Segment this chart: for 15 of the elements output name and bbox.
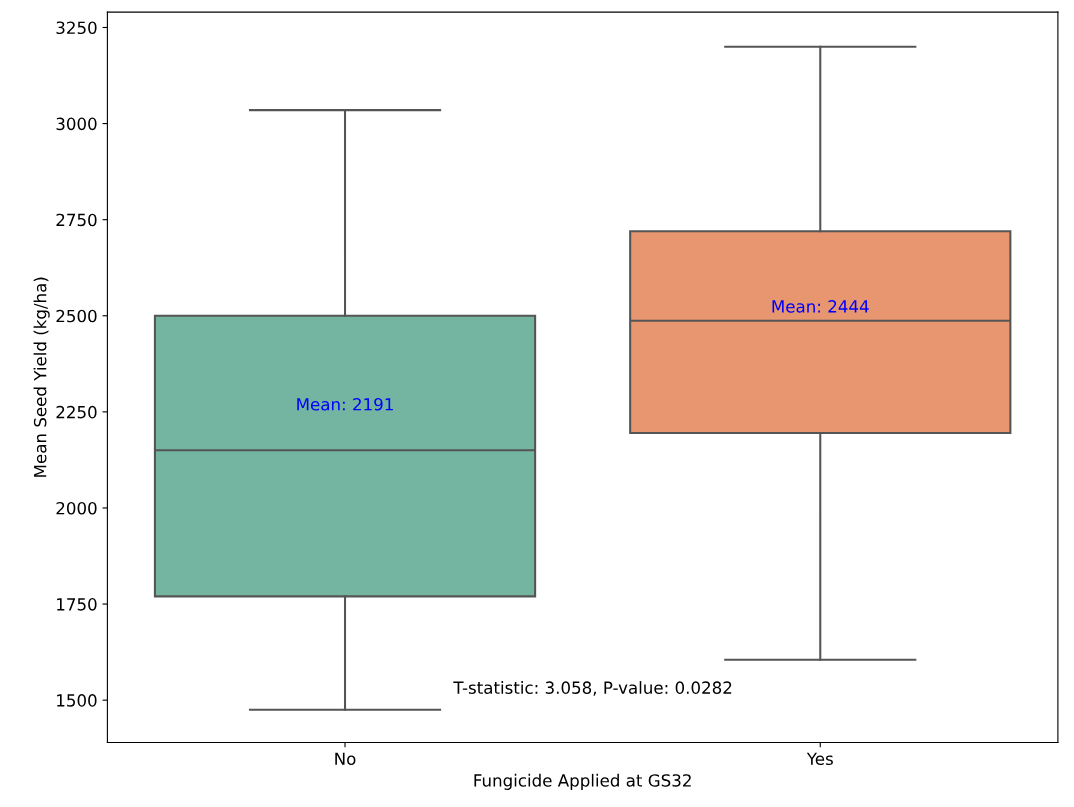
y-tick-label: 2500 (56, 309, 97, 323)
y-tick-label: 3000 (56, 117, 97, 131)
y-tick-label: 2000 (56, 501, 97, 515)
y-axis-title: Mean Seed Yield (kg/ha) (33, 277, 50, 477)
y-tick-label: 3250 (56, 21, 97, 35)
y-tick-label: 2250 (56, 405, 97, 419)
y-tick-label: 2750 (56, 213, 97, 227)
x-tick-label: No (335, 752, 356, 766)
x-tick-label: Yes (806, 752, 833, 766)
annotation: T-statistic: 3.058, P-value: 0.0282 (453, 681, 732, 696)
y-tick-label: 1750 (57, 598, 97, 611)
annotation: Mean: 2191 (297, 397, 393, 411)
x-axis-title: Fungicide Applied at GS32 (474, 773, 691, 790)
annotation: Mean: 2444 (772, 300, 869, 313)
y-tick-label: 1500 (57, 694, 97, 707)
